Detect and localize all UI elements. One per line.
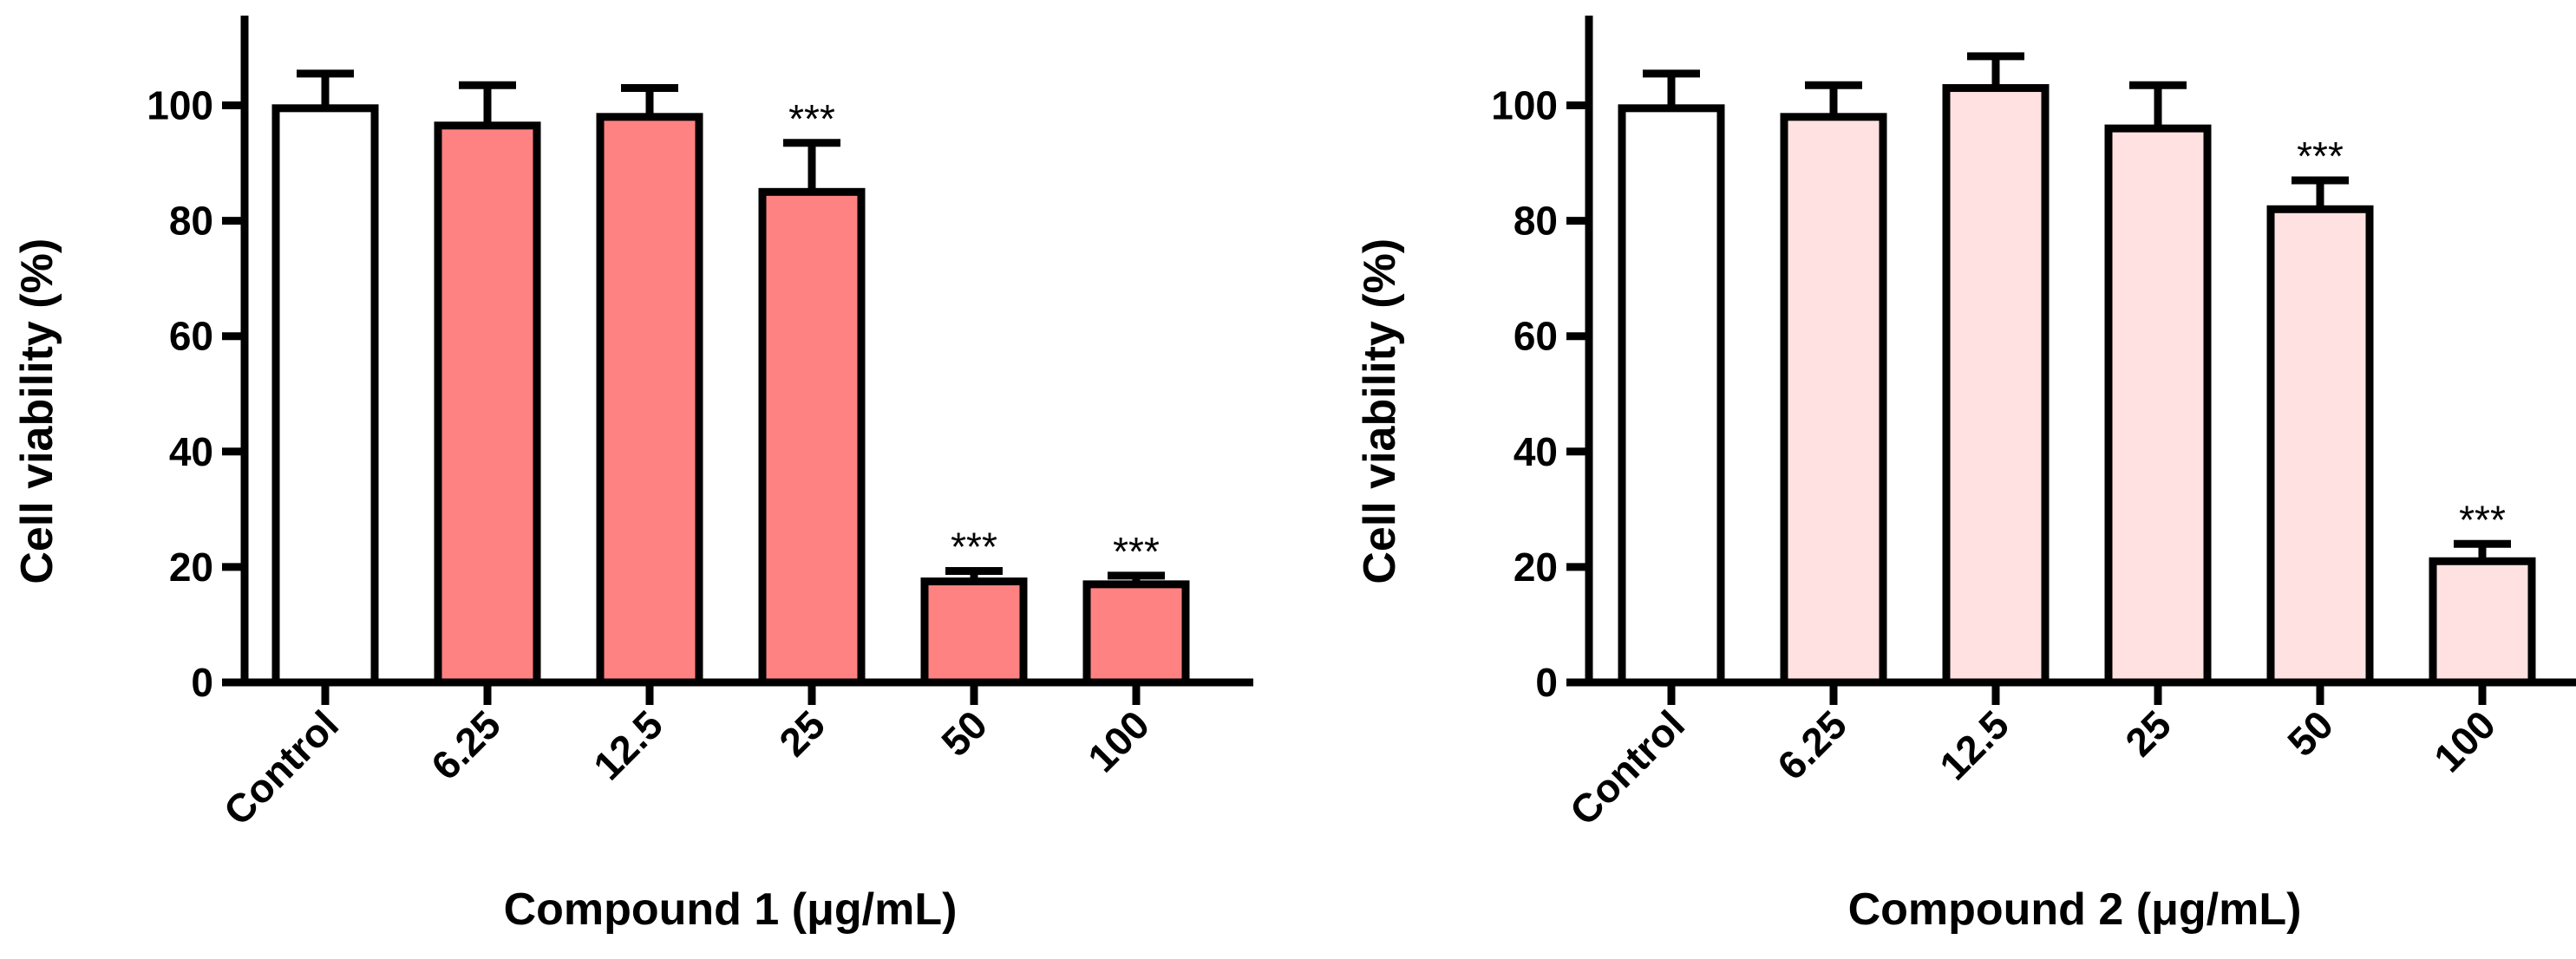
y-axis-title: Cell viability (%) [1355, 238, 1405, 584]
x-tick-label: Control [1561, 701, 1693, 833]
bar-6-25 [1780, 113, 1887, 687]
bar-25 [758, 187, 866, 687]
bar-6-25 [434, 121, 541, 687]
bar-12-5 [1942, 84, 2050, 687]
y-tick-label: 80 [169, 199, 213, 244]
x-axis-title: Compound 2 (μg/mL) [1848, 884, 2302, 935]
y-tick-label: 60 [1514, 314, 1558, 359]
x-tick-label: 100 [1079, 701, 1158, 780]
x-tick-label: 6.25 [1769, 701, 1855, 788]
bar-50 [920, 577, 1028, 687]
bar-100 [2429, 557, 2536, 687]
bar-50 [2266, 205, 2374, 687]
y-tick-label: 0 [191, 660, 213, 705]
chart-panel-compound-2: 0 20 40 60 80 100 Cell viability (%) Control 6.2… [1355, 16, 2576, 935]
x-tick-label: 25 [770, 701, 834, 765]
bar-control [1618, 104, 1725, 687]
x-tick-label: 50 [2279, 701, 2342, 765]
y-tick-label: 20 [1514, 545, 1558, 590]
y-tick-label: 40 [1514, 429, 1558, 474]
y-tick-label: 60 [169, 314, 213, 359]
bar-control [271, 104, 379, 687]
x-axis-title: Compound 1 (μg/mL) [504, 884, 958, 935]
bar-12-5 [596, 113, 703, 687]
bar-100 [1082, 580, 1190, 687]
x-tick-label: Control [215, 701, 347, 833]
x-tick-label: 25 [2116, 701, 2180, 765]
x-tick-label: 50 [932, 701, 996, 765]
y-tick-label: 100 [1491, 83, 1558, 128]
bar-25 [2104, 124, 2212, 687]
x-tick-label: 12.5 [585, 701, 671, 788]
x-tick-label: 100 [2425, 701, 2504, 780]
x-tick-label: 6.25 [422, 701, 509, 788]
y-tick-label: 100 [147, 83, 213, 128]
y-tick-label: 40 [169, 429, 213, 474]
significance-label: *** [1113, 529, 1160, 574]
significance-label: *** [788, 96, 835, 141]
x-tick-label: 12.5 [1931, 701, 2017, 788]
y-axis-title: Cell viability (%) [12, 238, 62, 584]
significance-label: *** [2459, 497, 2506, 542]
significance-label: *** [2297, 134, 2344, 179]
y-tick-label: 20 [169, 545, 213, 590]
y-tick-label: 0 [1535, 660, 1558, 705]
chart-panel-compound-1: 0 20 40 60 80 100 Cell viability (%) Control 6.2… [12, 16, 1253, 935]
y-tick-label: 80 [1514, 199, 1558, 244]
significance-label: *** [951, 525, 997, 570]
